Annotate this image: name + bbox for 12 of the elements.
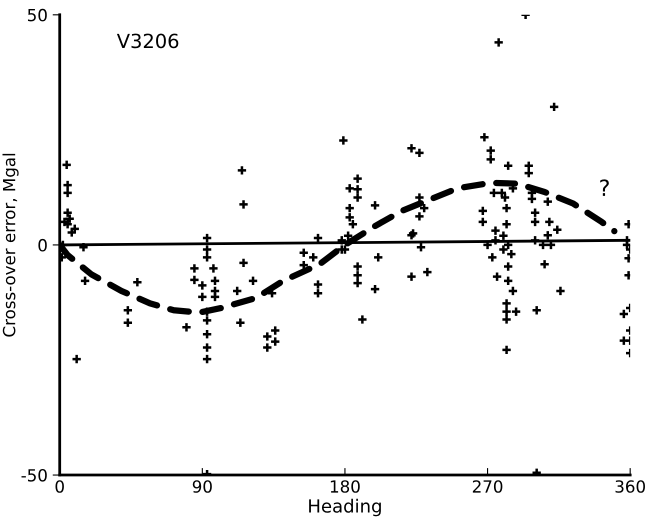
y-tick-label: 50 (28, 8, 47, 22)
x-tick-label: 90 (192, 480, 212, 493)
x-tick-label: 180 (330, 480, 360, 493)
y-axis-title: Cross-over error, Mgal (2, 154, 19, 337)
x-tick-label: 0 (56, 480, 64, 493)
x-tick-label: 270 (472, 480, 502, 493)
annotation: ? (600, 179, 609, 196)
text: V3206 (116, 34, 178, 48)
x-axis-title: Heading (309, 498, 381, 516)
y-tick-label: -50 (21, 469, 47, 482)
x-tick-label: 360 (616, 480, 645, 493)
y-tick-label: 0 (38, 238, 47, 252)
